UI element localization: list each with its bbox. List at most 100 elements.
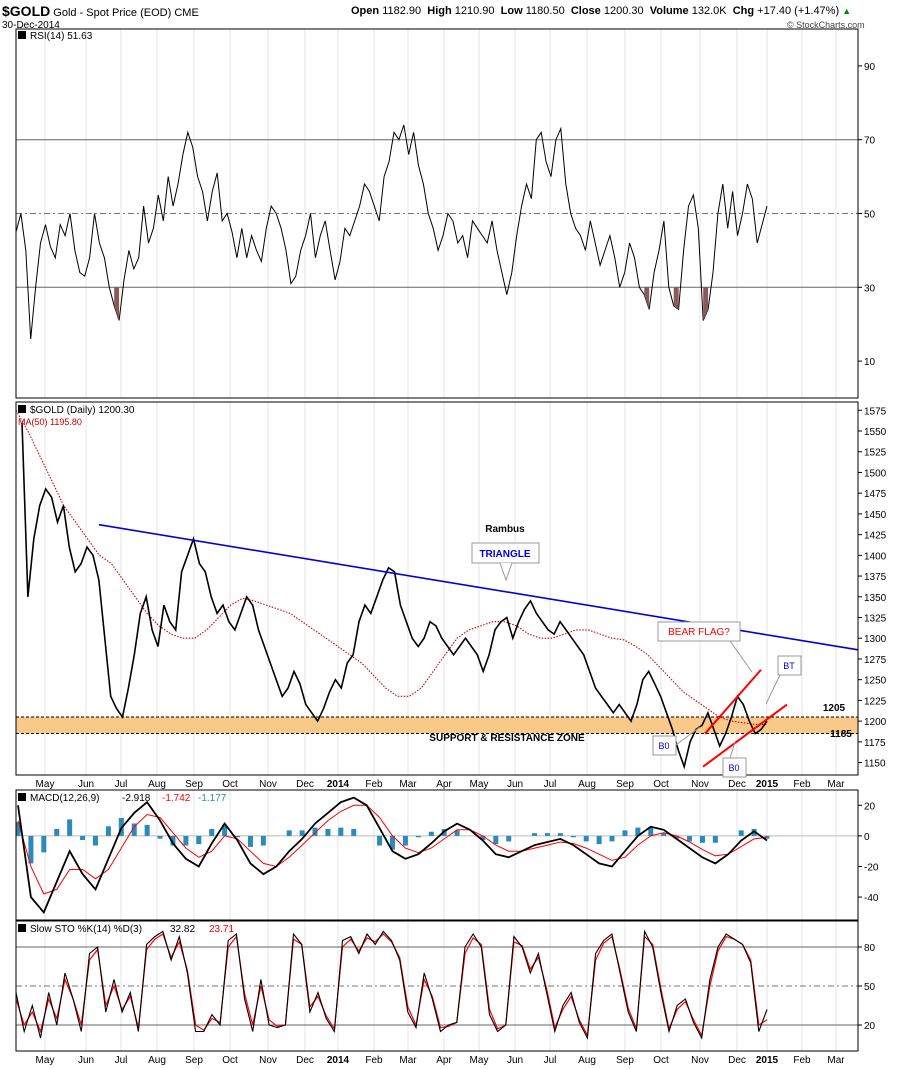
macd-histogram-bar (506, 835, 512, 842)
rsi-line (15, 124, 768, 340)
high-value: 1210.90 (454, 5, 495, 17)
sto-legend-swatch (18, 924, 26, 932)
rsi-axis-tick-label: 30 (864, 283, 876, 294)
price-axis-tick-label: 1225 (864, 696, 887, 707)
open-value: 1182.90 (382, 5, 422, 17)
sto-axis-tick-label: 50 (864, 982, 876, 993)
macd-histogram-bar (674, 835, 680, 839)
price-axis-tick-label: 1450 (864, 510, 887, 521)
macd-histogram-bar (764, 835, 770, 839)
macd-histogram-bar (570, 835, 576, 838)
price-axis-tick-label: 1525 (864, 448, 887, 459)
zone-label: SUPPORT & RESISTANCE ZONE (429, 733, 585, 744)
exchange-name: CME (174, 7, 199, 19)
x-tick-label: May (470, 779, 489, 790)
macd-panel (15, 789, 859, 921)
price-legend-swatch (18, 405, 26, 413)
x-tick-label: Feb (793, 779, 811, 790)
macd-histogram-bar (351, 829, 357, 836)
macd-histogram-bar (751, 829, 757, 836)
macd-histogram-bar (247, 835, 253, 847)
instrument-name: Gold - Spot Price (EOD) (53, 7, 172, 19)
chg-label: Chg (732, 5, 755, 17)
x-tick-label: Oct (653, 779, 669, 790)
sto-d-line (15, 933, 768, 1038)
rsi-axis-tick-label: 50 (864, 210, 876, 221)
bt-callout-pointer (765, 674, 781, 705)
macd-histogram-bar (15, 822, 21, 836)
price-axis-tick-label: 1275 (864, 655, 887, 666)
rsi-oversold-fill (673, 287, 679, 310)
macd-histogram-bar (661, 833, 667, 836)
triangle-callout-text: TRIANGLE (479, 549, 530, 560)
macd-histogram-bar (493, 835, 499, 845)
macd-histogram-bar (157, 835, 163, 839)
macd-legend-label: MACD(12,26,9) (30, 793, 99, 804)
watermark: © StockCharts.com (787, 20, 865, 30)
macd-histogram-bar (222, 824, 228, 836)
x-tick-label: Sep (616, 779, 634, 790)
macd-signal-value: -1.742 (162, 793, 191, 804)
up-arrow-icon: ▲ (842, 6, 852, 16)
macd-histogram-bar (532, 833, 538, 836)
b0-callout-pointer-right (729, 741, 736, 759)
x-tick-label: Feb (793, 1055, 811, 1066)
level-1205-label: 1205 (823, 703, 846, 714)
x-tick-label: 2014 (327, 779, 350, 790)
price-legend: $GOLD (Daily) 1200.30 (30, 405, 135, 416)
macd-histogram-bar (699, 835, 705, 843)
x-tick-label: Nov (259, 779, 277, 790)
x-tick-label: Jun (78, 1055, 94, 1066)
high-label: High (427, 5, 452, 17)
rsi-axis-tick-label: 90 (864, 62, 876, 73)
x-tick-label: Aug (578, 1055, 596, 1066)
macd-axis-tick-label: 20 (864, 801, 876, 812)
macd-histogram-bar (622, 830, 628, 836)
macd-histogram-bar (41, 835, 47, 853)
x-tick-label: Nov (259, 1055, 277, 1066)
author-label: Rambus (485, 524, 525, 535)
macd-histogram-bar (196, 835, 202, 845)
bt-callout-box (777, 655, 802, 676)
macd-histogram-bar (338, 827, 344, 836)
x-tick-label: May (36, 1055, 55, 1066)
x-tick-label: Apr (436, 779, 452, 790)
macd-histogram-bar (583, 835, 589, 842)
price-axis-tick-label: 1425 (864, 531, 887, 542)
ma50-line (15, 410, 767, 725)
x-tick-label: Dec (728, 1055, 746, 1066)
x-tick-label: Mar (827, 1055, 845, 1066)
price-axis-tick-label: 1575 (864, 406, 887, 417)
sto-legend-label: Slow STO %K(14) %D(3) (30, 924, 142, 935)
x-tick-label: Aug (148, 779, 166, 790)
x-tick-label: Jul (115, 779, 128, 790)
x-tick-label: Jul (115, 1055, 128, 1066)
x-tick-label: 2015 (756, 1055, 779, 1066)
sto-k-value: 32.82 (170, 924, 195, 935)
low-label: Low (500, 5, 523, 17)
b0-callout-pointer-left (675, 726, 701, 746)
macd-histogram-bar (260, 835, 266, 846)
low-value: 1180.50 (525, 5, 565, 17)
price-axis-tick-label: 1300 (864, 634, 887, 645)
chart-title: $GOLD Gold - Spot Price (EOD) CME (2, 3, 199, 19)
macd-histogram-bar (648, 827, 654, 836)
b0-callout-text-left: B0 (658, 741, 669, 751)
volume-value: 132.0K (691, 5, 727, 17)
level-1185-label: 1185 (830, 729, 852, 740)
price-axis-tick-label: 1400 (864, 551, 887, 562)
macd-histogram-bar (28, 835, 34, 864)
price-axis-tick-label: 1175 (864, 738, 886, 749)
macd-histogram-bar (131, 823, 137, 836)
x-tick-label: 2015 (756, 779, 779, 790)
x-tick-label: Jul (544, 1055, 557, 1066)
x-tick-label: Dec (296, 779, 314, 790)
x-tick-label: Mar (399, 1055, 417, 1066)
price-axis-tick-label: 1550 (864, 427, 887, 438)
macd-legend-swatch (18, 793, 26, 801)
macd-histogram-bar (286, 830, 292, 836)
macd-histogram-bar (390, 835, 395, 850)
x-tick-label: Mar (827, 779, 845, 790)
x-tick-label: Jul (544, 779, 557, 790)
macd-histogram-bar (80, 835, 86, 841)
